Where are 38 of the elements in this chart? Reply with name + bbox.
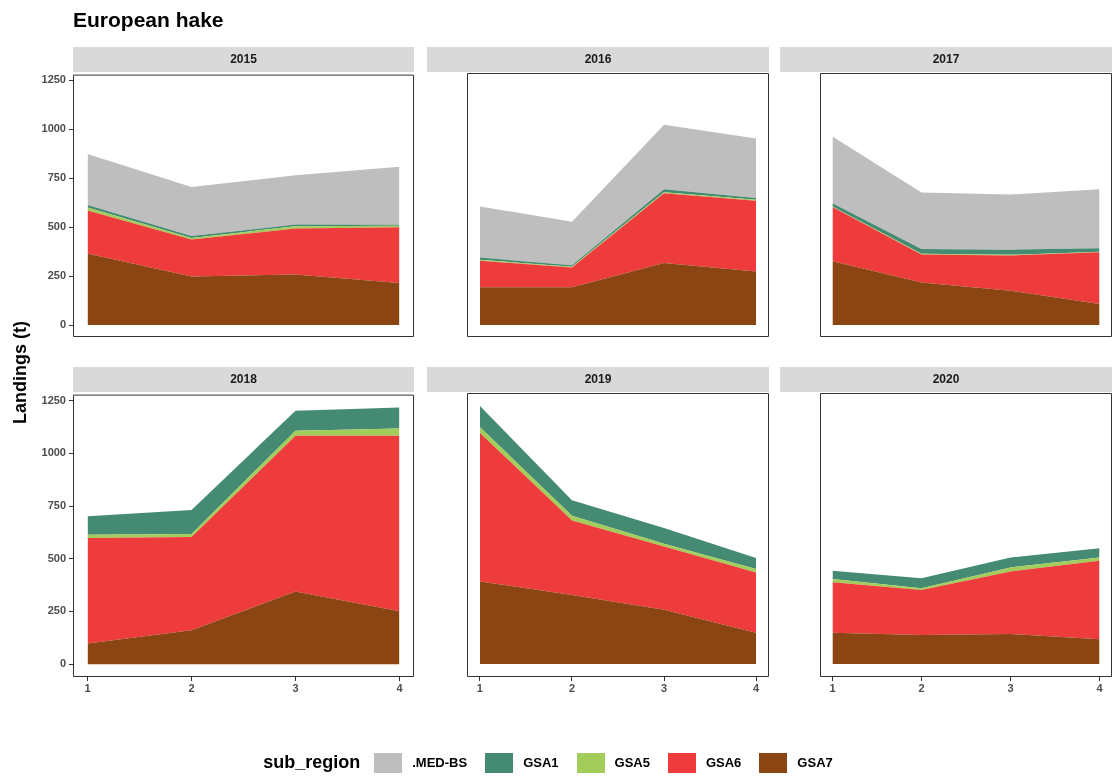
y-tick-label: 500 xyxy=(47,551,66,564)
chart-title: 2017 xyxy=(780,47,1112,72)
legend-label: .MED-BS xyxy=(412,755,468,770)
y-tick-label: 750 xyxy=(47,171,66,184)
x-tick-label: 1 xyxy=(84,681,91,694)
x-tick-label: 1 xyxy=(476,681,483,694)
x-tick-label: 1 xyxy=(829,681,836,694)
y-tick-label: 1250 xyxy=(41,73,66,86)
y-tick-label: 250 xyxy=(47,269,66,282)
legend-label: GSA6 xyxy=(705,755,742,770)
x-tick-label: 2 xyxy=(568,681,576,694)
y-axis-title: Landings (t) xyxy=(9,320,31,424)
x-tick-label: 4 xyxy=(753,681,761,694)
x-tick-label: 3 xyxy=(292,681,299,694)
x-tick-label: 3 xyxy=(1007,681,1014,694)
y-tick-label: 1250 xyxy=(41,393,66,406)
legend-label: GSA5 xyxy=(614,755,650,770)
legend-title: sub_region xyxy=(263,752,361,773)
y-tick-label: 250 xyxy=(47,604,66,617)
chart-title: 2020 xyxy=(780,367,1112,392)
x-tick-label: 2 xyxy=(188,681,195,694)
chart-title: 2018 xyxy=(73,367,414,392)
text: European hake xyxy=(73,8,224,32)
legend-label: GSA7 xyxy=(797,755,833,770)
y-tick-label: 1000 xyxy=(41,446,66,459)
y-tick-label: 0 xyxy=(59,657,66,670)
chart-title: 2016 xyxy=(427,47,769,72)
y-tick-label: 500 xyxy=(47,220,66,233)
legend-label: GSA1 xyxy=(523,755,559,770)
y-tick-label: 1000 xyxy=(41,122,66,135)
x-tick-label: 4 xyxy=(1096,681,1104,694)
x-tick-label: 2 xyxy=(918,681,925,694)
chart-title: 2019 xyxy=(427,367,769,392)
y-tick-label: 750 xyxy=(47,499,66,512)
x-tick-label: 4 xyxy=(396,681,404,694)
y-tick-label: 0 xyxy=(59,318,66,331)
x-tick-label: 3 xyxy=(660,681,668,694)
chart-title: 2015 xyxy=(73,47,414,72)
